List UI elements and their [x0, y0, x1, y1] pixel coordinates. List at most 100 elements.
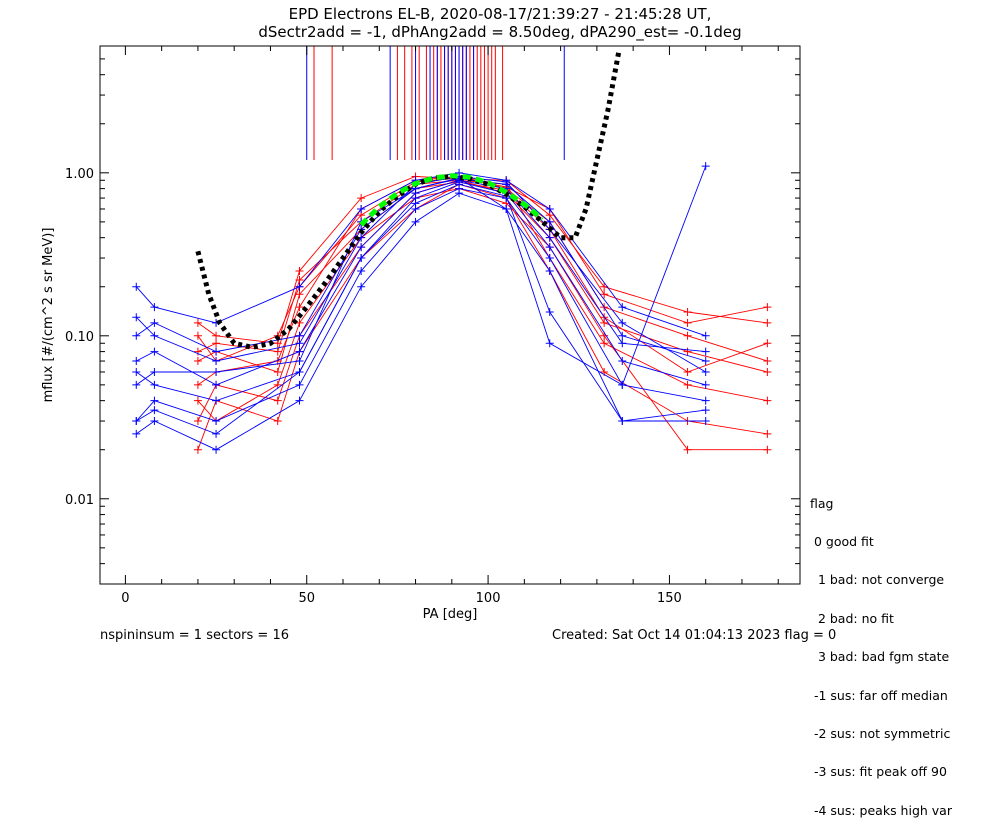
data-point-marker: [545, 243, 554, 252]
series-line: [136, 179, 706, 386]
y-tick-label: 0.10: [65, 330, 94, 345]
data-point-marker: [295, 266, 304, 275]
data-point-marker: [150, 406, 159, 415]
data-point-marker: [212, 445, 221, 454]
data-point-marker: [683, 331, 692, 340]
data-point-marker: [132, 429, 141, 438]
data-point-marker: [132, 417, 141, 426]
series-line: [136, 183, 706, 435]
data-point-marker: [701, 406, 710, 415]
data-point-marker: [763, 318, 772, 327]
data-point-marker: [150, 417, 159, 426]
data-point-marker: [132, 313, 141, 322]
data-point-marker: [502, 177, 511, 186]
x-tick-label: 150: [657, 591, 682, 606]
data-point-marker: [212, 339, 221, 348]
data-point-marker: [763, 357, 772, 366]
data-point-marker: [683, 318, 692, 327]
data-point-marker: [357, 204, 366, 213]
legend-entry: -4 sus: peaks high var: [810, 802, 952, 818]
data-point-marker: [411, 199, 420, 208]
data-point-marker: [150, 367, 159, 376]
data-point-marker: [545, 217, 554, 226]
legend-entry: 3 bad: bad fgm state: [810, 649, 950, 665]
data-point-marker: [193, 445, 202, 454]
data-point-marker: [193, 347, 202, 356]
data-point-marker: [763, 303, 772, 312]
data-point-marker: [212, 367, 221, 376]
data-point-marker: [295, 290, 304, 299]
footer-right: Created: Sat Oct 14 01:04:13 2023 flag =…: [552, 628, 837, 643]
data-point-marker: [193, 318, 202, 327]
data-point-marker: [763, 445, 772, 454]
data-point-marker: [545, 266, 554, 275]
data-point-marker: [132, 331, 141, 340]
fit-curves: [195, 51, 622, 350]
data-point-marker: [193, 331, 202, 340]
data-point-marker: [150, 331, 159, 340]
data-point-marker: [683, 367, 692, 376]
data-point-marker: [150, 318, 159, 327]
data-point-marker: [455, 189, 464, 198]
data-point-marker: [683, 347, 692, 356]
data-point-marker: [193, 357, 202, 366]
data-point-marker: [701, 162, 710, 171]
data-point-marker: [545, 254, 554, 263]
data-point-marker: [502, 204, 511, 213]
footer-left: nspininsum = 1 sectors = 16: [100, 628, 289, 643]
data-point-marker: [212, 357, 221, 366]
green-fit-curve: [359, 173, 545, 227]
data-point-marker: [618, 357, 627, 366]
axes: 0 50 100 150 0.01 0.10 1.00 PA [deg] mflux [#/(c…: [41, 45, 800, 622]
data-point-marker: [618, 380, 627, 389]
data-point-marker: [357, 254, 366, 263]
data-point-marker: [618, 318, 627, 327]
legend-entry: -3 sus: fit peak off 90: [810, 764, 947, 780]
data-point-marker: [150, 396, 159, 405]
data-point-marker: [295, 347, 304, 356]
data-point-marker: [295, 331, 304, 340]
data-point-marker: [212, 331, 221, 340]
data-point-marker: [763, 339, 772, 348]
data-point-marker: [295, 282, 304, 291]
data-point-marker: [701, 417, 710, 426]
data-point-marker: [295, 380, 304, 389]
legend-entry: -2 sus: not symmetric: [810, 725, 951, 741]
data-point-marker: [357, 282, 366, 291]
data-point-marker: [455, 180, 464, 189]
data-point-marker: [212, 380, 221, 389]
data-point-marker: [545, 339, 554, 348]
data-point-marker: [357, 266, 366, 275]
data-point-marker: [618, 339, 627, 348]
data-point-marker: [683, 380, 692, 389]
data-point-marker: [701, 396, 710, 405]
data-point-marker: [545, 204, 554, 213]
data-point-marker: [545, 307, 554, 316]
chart-subtitle: dSectr2add = -1, dPhAng2add = 8.50deg, d…: [258, 23, 742, 41]
data-point-marker: [701, 380, 710, 389]
data-point-marker: [763, 429, 772, 438]
series-line: [136, 165, 707, 386]
data-point-marker: [295, 303, 304, 312]
data-point-marker: [618, 331, 627, 340]
y-tick-label: 1.00: [65, 167, 94, 182]
data-point-marker: [618, 303, 627, 312]
series-layer: [132, 162, 772, 454]
data-point-marker: [618, 417, 627, 426]
data-point-marker: [273, 396, 282, 405]
data-point-marker: [295, 396, 304, 405]
series-line: [197, 181, 768, 373]
data-point-marker: [273, 417, 282, 426]
data-point-marker: [212, 417, 221, 426]
series-line: [197, 179, 768, 422]
data-point-marker: [295, 339, 304, 348]
legend-entry: 1 bad: not converge: [810, 572, 945, 588]
data-point-marker: [273, 347, 282, 356]
legend-entry: -1 sus: far off median: [810, 687, 948, 703]
data-point-marker: [212, 396, 221, 405]
data-point-marker: [212, 429, 221, 438]
data-point-marker: [193, 396, 202, 405]
chart-canvas: 0 50 100 150 0.01 0.10 1.00 PA [deg] mflux [#/(c…: [41, 45, 801, 622]
top-tick-marks: [306, 46, 565, 160]
data-point-marker: [212, 347, 221, 356]
